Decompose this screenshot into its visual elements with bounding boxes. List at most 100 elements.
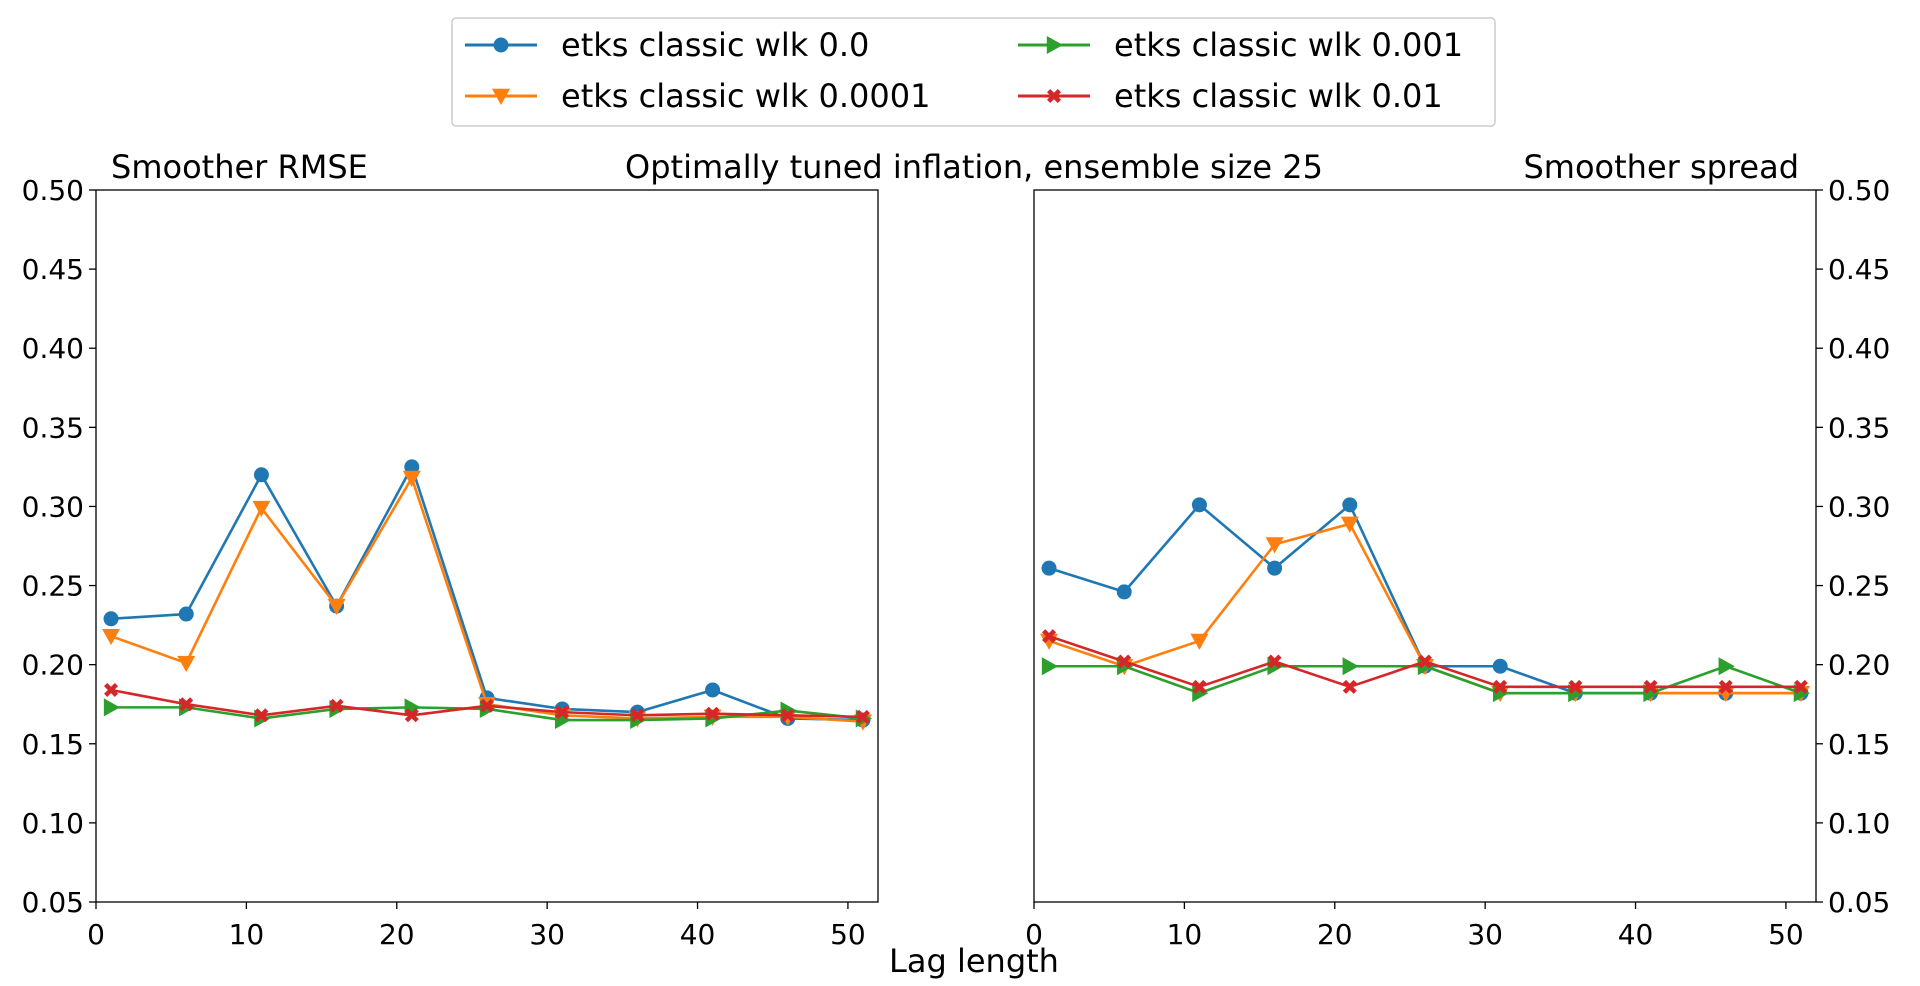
y-tick-label: 0.30 — [22, 490, 84, 523]
x-tick-label: 0 — [1025, 918, 1043, 951]
y-tick-label: 0.25 — [22, 570, 84, 603]
plot-frame — [1033, 189, 1817, 903]
legend-frame — [451, 17, 1496, 127]
plot-frame — [95, 189, 879, 903]
data-point — [1041, 657, 1059, 676]
series-line — [110, 476, 864, 723]
data-point — [705, 682, 721, 698]
data-point — [1190, 633, 1209, 650]
series — [104, 682, 870, 724]
left-panel-title: Smoother RMSE — [111, 148, 368, 186]
figure-suptitle: Optimally tuned inflation, ensemble size… — [625, 148, 1323, 186]
y-tick-label: 0.05 — [1828, 886, 1890, 919]
y-tick-label: 0.30 — [1828, 490, 1890, 523]
x-tick-label: 50 — [1768, 918, 1804, 951]
data-point — [480, 698, 494, 713]
series — [1040, 516, 1810, 703]
right-panel-title: Smoother spread — [1523, 148, 1799, 186]
y-tick-label: 0.35 — [1828, 411, 1890, 444]
data-point — [327, 598, 346, 616]
y-tick-label: 0.45 — [1828, 253, 1890, 286]
data-point — [1265, 537, 1284, 554]
data-point — [253, 467, 269, 483]
data-point — [855, 709, 870, 724]
data-point — [1793, 679, 1808, 694]
data-point — [252, 500, 271, 518]
y-tick-label: 0.25 — [1828, 570, 1890, 603]
y-tick-label: 0.15 — [22, 728, 84, 761]
data-point — [1192, 679, 1207, 694]
data-point — [1267, 560, 1283, 576]
x-tick-label: 30 — [1467, 918, 1503, 951]
data-point — [1492, 658, 1508, 674]
legend-label: etks classic wlk 0.0001 — [561, 77, 930, 115]
y-tick-label: 0.35 — [22, 411, 84, 444]
data-point — [1041, 560, 1057, 576]
rmse-panel: 0 10 20 30 40 50 0.05 0.10 0.15 0.20 0.25 0.30 0.35 0… — [22, 174, 879, 951]
data-point — [179, 697, 194, 712]
data-point — [1042, 629, 1057, 644]
series-line — [110, 465, 863, 722]
data-point — [178, 606, 194, 622]
legend-marker-icon — [493, 37, 509, 53]
data-point — [1267, 654, 1282, 669]
data-point — [254, 708, 269, 723]
data-point — [1116, 584, 1132, 600]
data-point — [104, 682, 119, 697]
data-point — [1117, 654, 1132, 669]
x-axis-label: Lag length — [889, 942, 1059, 980]
data-point — [1718, 657, 1735, 676]
data-point — [402, 470, 421, 487]
y-tick-label: 0.20 — [1828, 649, 1890, 682]
data-point — [1418, 654, 1432, 669]
spread-panel: 0 10 20 30 40 50 0.05 0.10 0.15 0.20 0.25 0.30 0.35 0… — [1025, 174, 1890, 951]
legend-entry: etks classic wlk 0.0001 — [465, 77, 930, 115]
legend-label: etks classic wlk 0.01 — [1114, 77, 1443, 115]
legend: etks classic wlk 0.0 etks classic wlk 0.0… — [451, 17, 1496, 127]
data-point — [1342, 657, 1359, 676]
legend-marker-icon — [1046, 36, 1063, 54]
x-tick-label: 0 — [87, 918, 105, 951]
y-tick-label: 0.50 — [1828, 174, 1890, 207]
y-tick-label: 0.40 — [1828, 332, 1890, 365]
x-tick-label: 20 — [379, 918, 415, 951]
y-tick-label: 0.40 — [22, 332, 84, 365]
y-tick-label: 0.45 — [22, 253, 84, 286]
data-point — [1342, 497, 1358, 513]
legend-entry: etks classic wlk 0.01 — [1018, 77, 1443, 115]
x-tick-label: 50 — [830, 918, 866, 951]
data-point — [705, 706, 720, 721]
data-point — [1493, 679, 1508, 694]
y-tick-label: 0.05 — [22, 886, 84, 919]
legend-entry: etks classic wlk 0.0 — [465, 26, 869, 64]
y-tick-label: 0.10 — [22, 807, 84, 840]
x-tick-label: 40 — [680, 918, 716, 951]
legend-marker-icon — [492, 88, 510, 105]
data-point — [630, 708, 645, 723]
x-tick-label: 30 — [529, 918, 565, 951]
data-point — [404, 708, 419, 723]
legend-label: etks classic wlk 0.001 — [1114, 26, 1463, 64]
data-point — [780, 708, 795, 723]
legend-marker-icon — [1047, 89, 1061, 103]
series — [1042, 629, 1808, 694]
data-point — [102, 628, 121, 646]
legend-label: etks classic wlk 0.0 — [561, 26, 869, 64]
data-point — [555, 705, 570, 720]
data-point — [1342, 679, 1357, 694]
legend-entry: etks classic wlk 0.001 — [1018, 26, 1463, 64]
data-point — [404, 459, 420, 475]
data-point — [103, 611, 119, 627]
data-point — [1643, 679, 1658, 694]
data-point — [103, 698, 121, 717]
y-tick-label: 0.50 — [22, 174, 84, 207]
data-point — [1191, 497, 1207, 513]
data-point — [1718, 679, 1733, 694]
x-tick-label: 20 — [1317, 918, 1353, 951]
x-tick-label: 10 — [1167, 918, 1203, 951]
x-tick-label: 40 — [1618, 918, 1654, 951]
data-point — [177, 655, 196, 673]
data-point — [1568, 679, 1583, 694]
data-point — [1340, 516, 1359, 533]
